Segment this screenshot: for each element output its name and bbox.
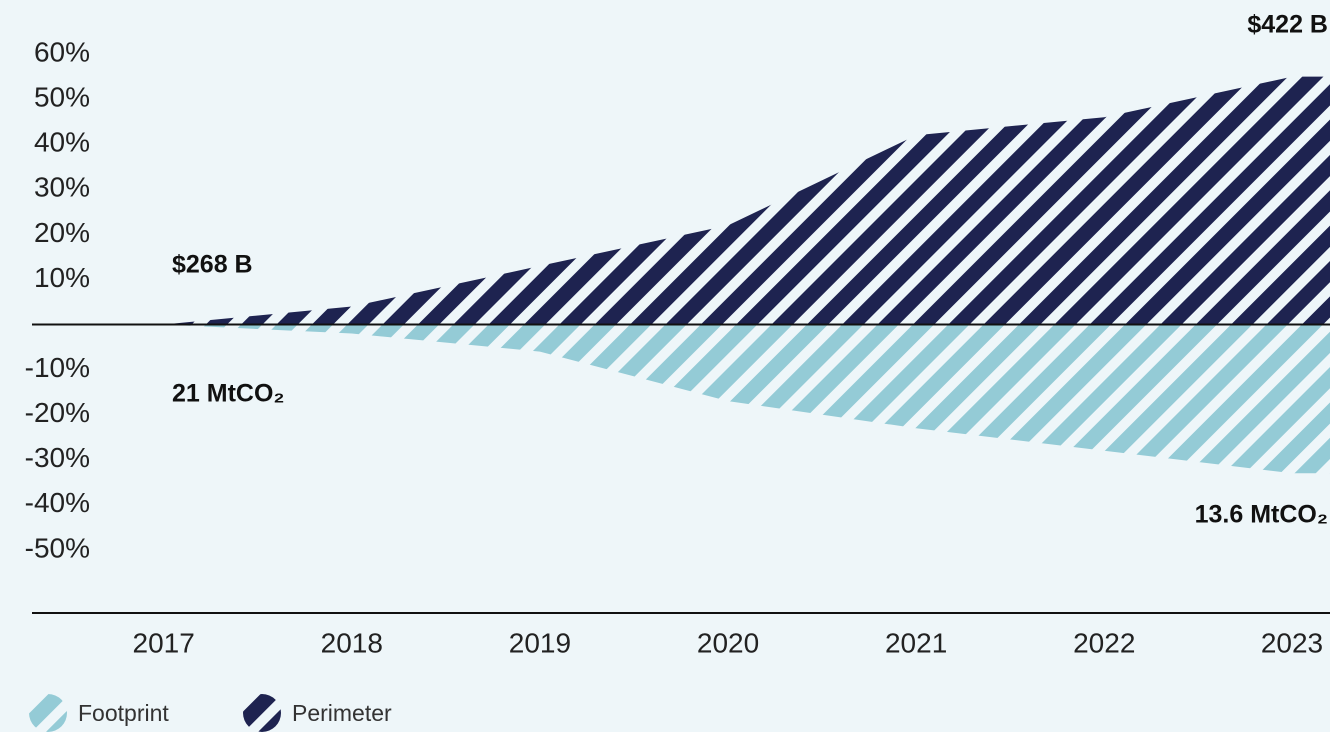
x-tick-label: 2022 — [1073, 627, 1135, 658]
area — [163, 76, 1330, 325]
x-tick-label: 2021 — [885, 627, 947, 658]
annotation: $268 B — [172, 251, 253, 279]
y-tick-label: -40% — [25, 487, 90, 518]
y-tick-label: -10% — [25, 352, 90, 383]
y-tick-label: -20% — [25, 397, 90, 428]
legend-label: Perimeter — [292, 700, 392, 726]
x-tick-label: 2023 — [1261, 627, 1323, 658]
annotation: 13.6 MtCO₂ — [1195, 501, 1328, 529]
legend-swatch — [243, 694, 281, 732]
y-tick-label: 40% — [34, 127, 90, 158]
y-tick-label: -50% — [25, 532, 90, 563]
legend-swatch — [29, 694, 67, 732]
y-tick-label: 50% — [34, 82, 90, 113]
y-tick-label: 60% — [34, 36, 90, 67]
y-tick-label: 20% — [34, 217, 90, 248]
y-tick-label: -30% — [25, 442, 90, 473]
annotation: 21 MtCO₂ — [172, 380, 285, 408]
y-tick-label: 10% — [34, 262, 90, 293]
area — [163, 324, 1330, 474]
legend-label: Footprint — [78, 700, 169, 726]
x-tick-label: 2019 — [509, 627, 571, 658]
x-tick-label: 2020 — [697, 627, 759, 658]
y-tick-label: 30% — [34, 172, 90, 203]
x-tick-label: 2017 — [133, 627, 195, 658]
annotation: $422 B — [1247, 11, 1328, 39]
x-tick-label: 2018 — [321, 627, 383, 658]
